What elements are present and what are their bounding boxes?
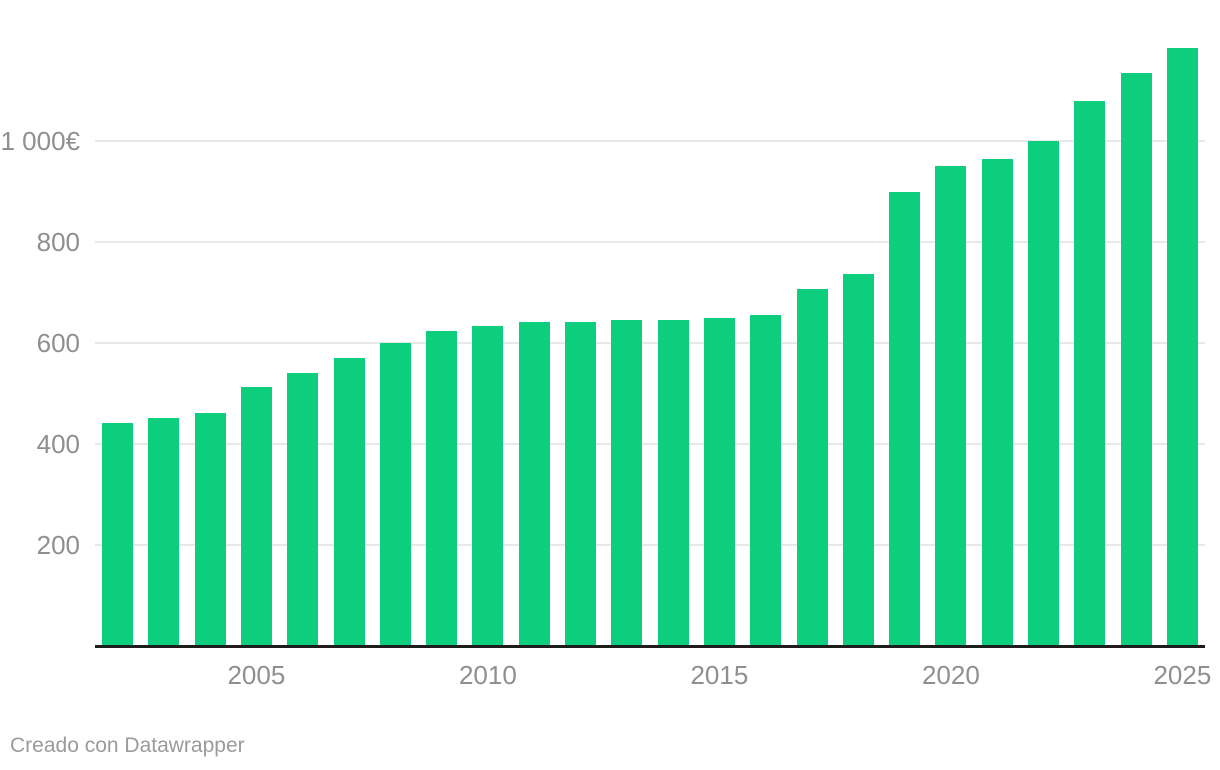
bar-2003[interactable] (148, 418, 180, 646)
bar-2019[interactable] (889, 191, 921, 646)
bar-2008[interactable] (379, 343, 411, 646)
y-tick-label-600: 600 (36, 328, 80, 358)
bar-2018[interactable] (842, 274, 874, 646)
bar-2014[interactable] (657, 320, 689, 646)
bar-2006[interactable] (287, 372, 319, 646)
x-tick-label-2005: 2005 (227, 660, 286, 690)
y-tick-label-400: 400 (36, 429, 80, 459)
bar-2024[interactable] (1120, 73, 1152, 646)
bar-2009[interactable] (426, 330, 458, 646)
bar-2015[interactable] (703, 318, 735, 646)
gridline-800 (95, 240, 1205, 244)
bar-2020[interactable] (935, 166, 967, 646)
bar-2002[interactable] (102, 422, 133, 646)
y-tick-label-1000: 1 000€ (0, 126, 80, 156)
bar-2017[interactable] (796, 288, 828, 646)
gridline-200 (95, 543, 1205, 547)
x-tick-label-2020: 2020 (921, 660, 980, 690)
bar-2005[interactable] (240, 386, 272, 646)
datawrapper-attribution-link[interactable]: Creado con Datawrapper (10, 734, 245, 757)
bar-2007[interactable] (333, 357, 365, 646)
x-tick-label-2010: 2010 (458, 660, 517, 690)
x-tick-label-2025: 2025 (1153, 660, 1212, 690)
x-axis-line (95, 645, 1205, 648)
gridline-1000 (95, 139, 1205, 143)
bar-2016[interactable] (750, 315, 782, 646)
gridline-400 (95, 442, 1205, 446)
bar-2013[interactable] (611, 320, 643, 646)
y-tick-label-800: 800 (36, 227, 80, 257)
bar-2021[interactable] (981, 158, 1013, 646)
gridline-600 (95, 341, 1205, 345)
bar-2012[interactable] (565, 322, 596, 646)
x-tick-label-2015: 2015 (690, 660, 749, 690)
bar-2023[interactable] (1074, 100, 1106, 646)
y-tick-label-200: 200 (36, 530, 80, 560)
bar-2022[interactable] (1028, 141, 1059, 646)
bar-2011[interactable] (518, 322, 550, 646)
bar-2004[interactable] (194, 413, 226, 646)
bar-2025[interactable] (1166, 48, 1198, 646)
bar-2010[interactable] (472, 326, 504, 646)
